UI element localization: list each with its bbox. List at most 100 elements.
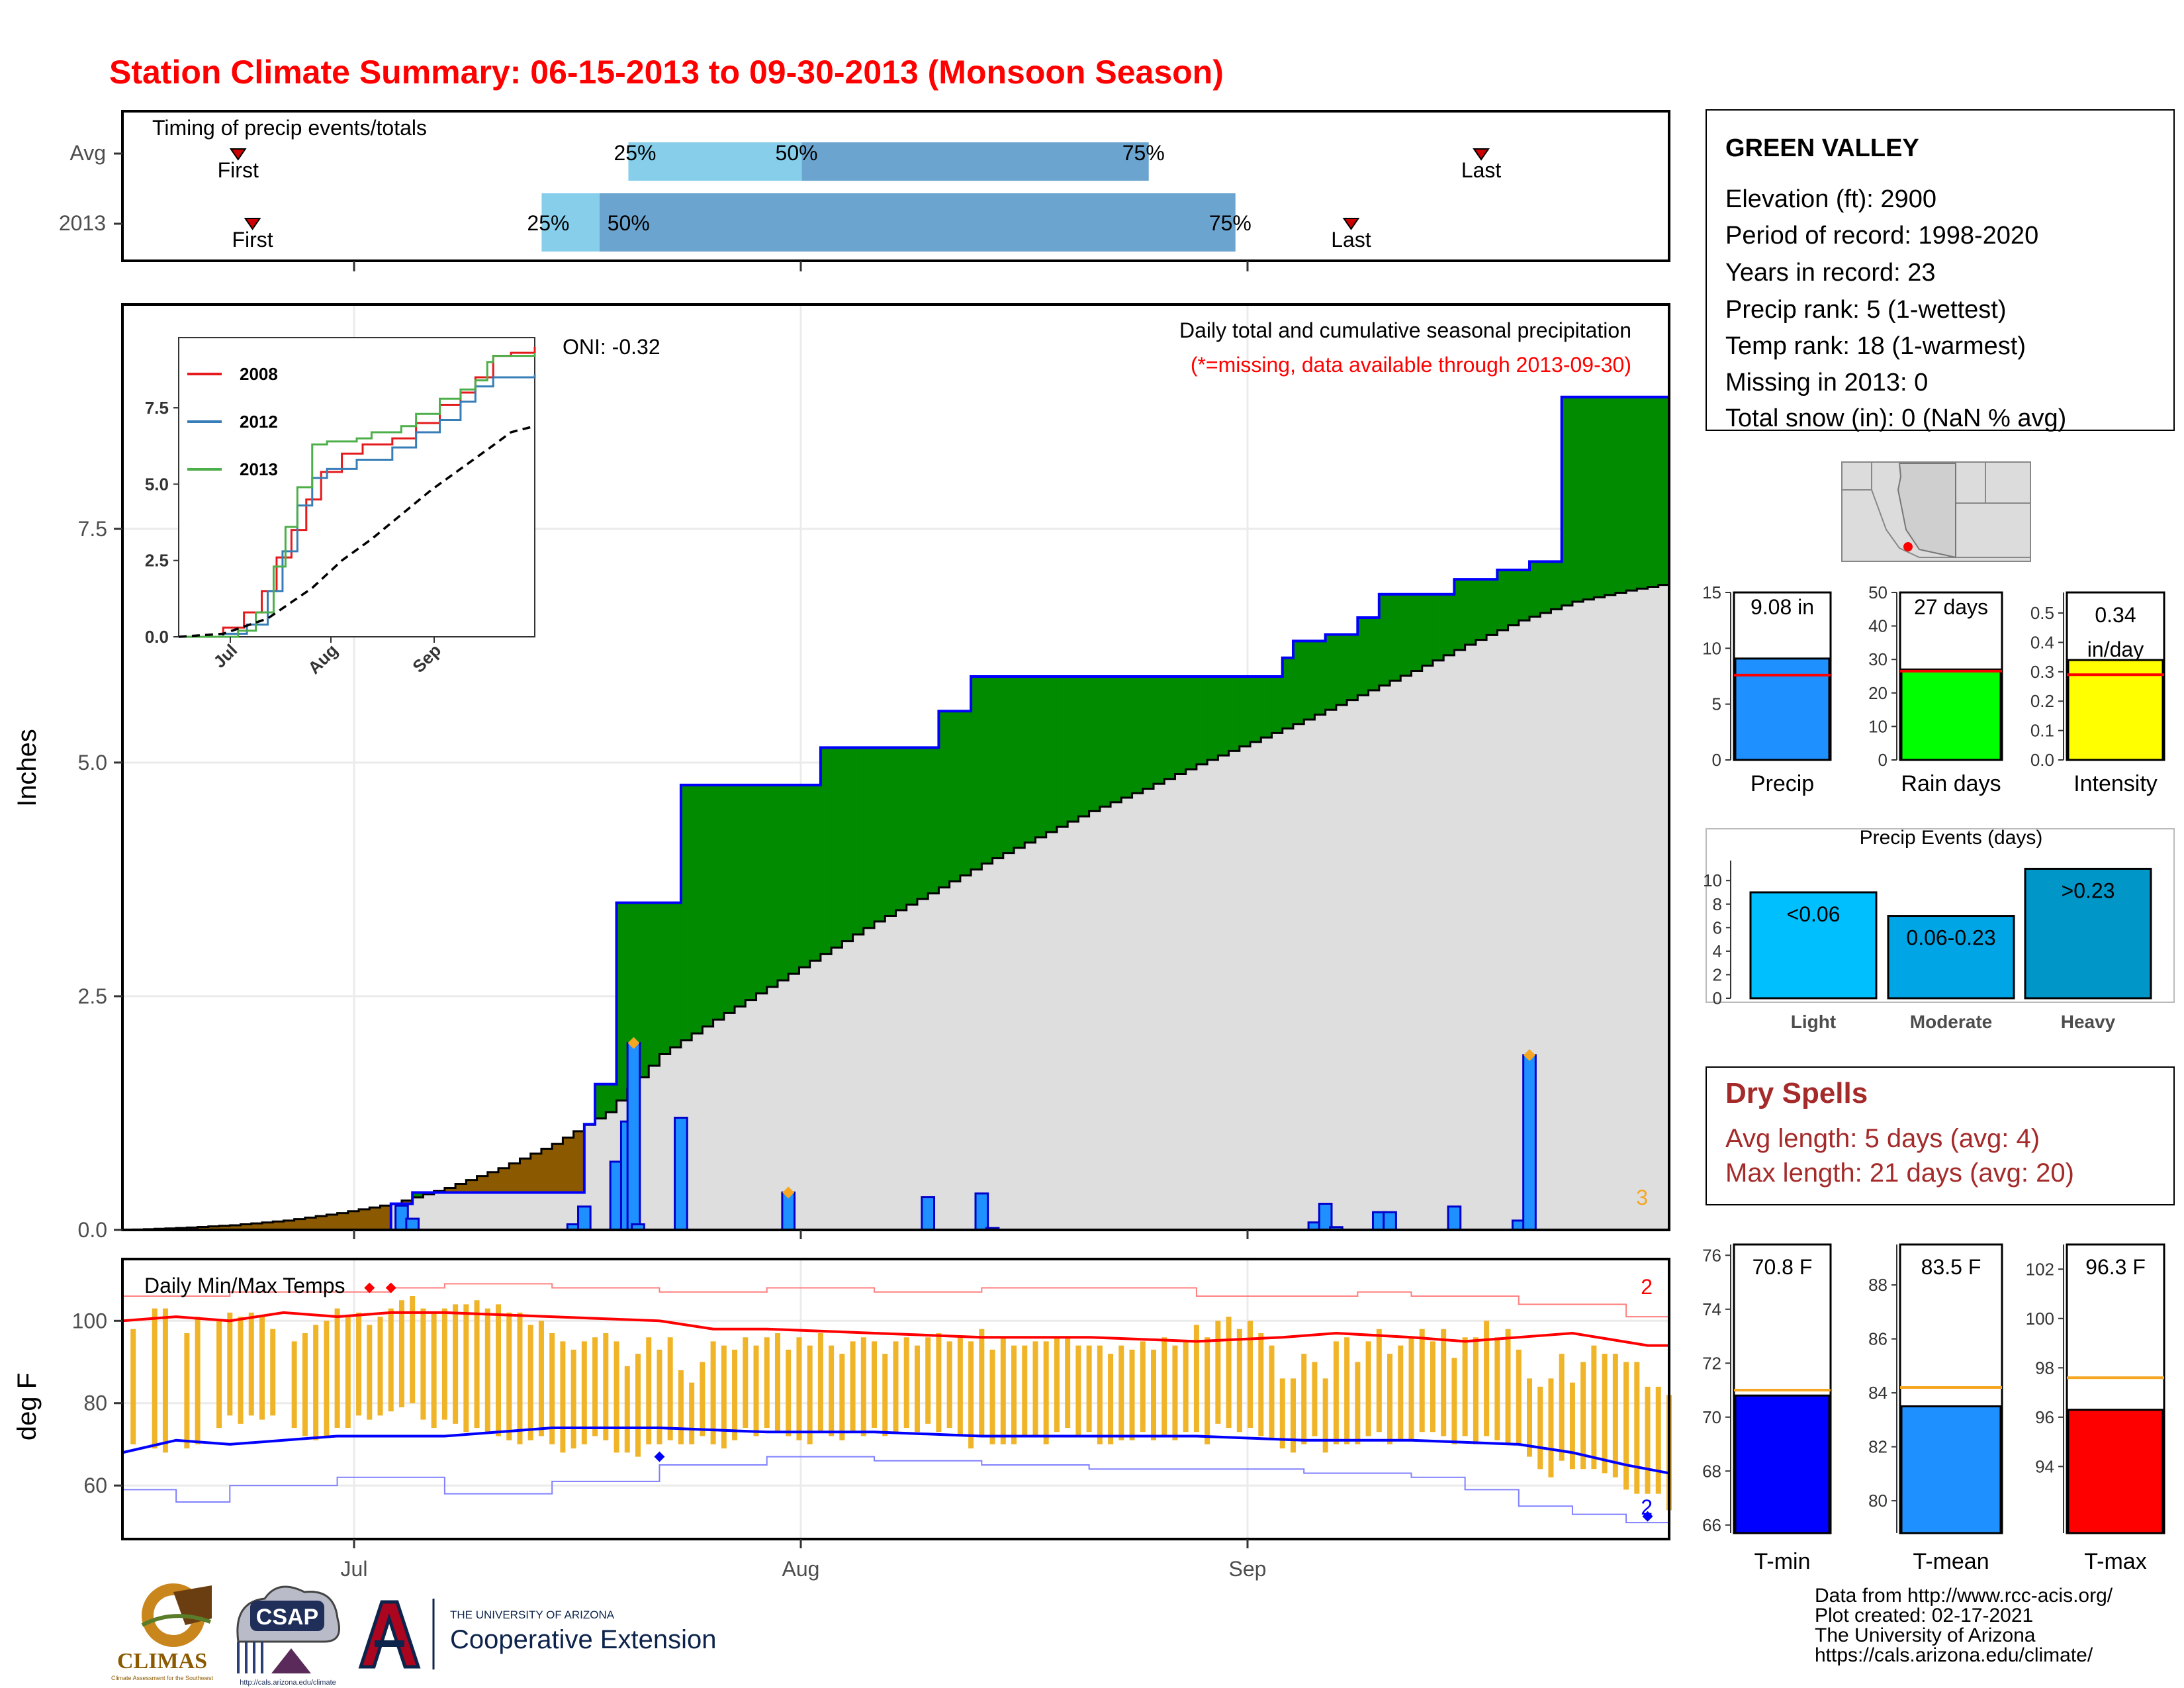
rain-days-y-tick-label-3: 30: [1868, 649, 1888, 669]
t-mean-y-tick-label-3: 86: [1868, 1329, 1888, 1349]
extreme-precip-marker-2: [1524, 1049, 1536, 1061]
precip-events-title: Precip Events (days): [1860, 827, 2043, 849]
cumulative-departure-83: [1014, 677, 1025, 848]
temp-x-tick-label-2: Sep: [1229, 1557, 1267, 1581]
cumulative-departure-140: [1626, 397, 1637, 591]
precip-y-tick-label-1: 2.5: [78, 984, 107, 1008]
intensity-chart: 0.0 0.1 0.2 0.3 0.4 0.5 0.34 in/day Intensity: [2030, 591, 2165, 796]
t-min-y-tick-label-4: 74: [1702, 1299, 1721, 1319]
precip-y-axis-label: Inches: [13, 729, 42, 807]
t-min-y-tick-label-2: 70: [1702, 1407, 1721, 1427]
cumulative-departure-11: [240, 1224, 252, 1230]
t-max-y-tick-label-3: 100: [2026, 1309, 2054, 1329]
cumulative-departure-88: [1068, 677, 1079, 822]
cumulative-departure-78: [960, 711, 972, 876]
temp-y-tick-label-1: 80: [83, 1391, 107, 1415]
cumulative-departure-73: [906, 747, 918, 905]
cumulative-departure-114: [1347, 634, 1358, 700]
cumulative-departure-17: [304, 1217, 316, 1230]
cumulative-departure-58: [745, 784, 757, 1000]
daily-precip-bar-6: [626, 1042, 641, 1231]
csap-logo-rain: [237, 1642, 263, 1673]
timing-avg-p50-label: 50%: [776, 141, 818, 165]
cumulative-departure-129: [1508, 570, 1520, 626]
inset-legend-label-2012: 2012: [240, 412, 278, 432]
dry-spells-title: Dry Spells: [1725, 1077, 1868, 1109]
ua-logo-small-text: THE UNIVERSITY OF ARIZONA: [450, 1609, 615, 1621]
page-title: Station Climate Summary: 06-15-2013 to 0…: [109, 54, 1224, 91]
cumulative-departure-131: [1529, 561, 1541, 617]
cumulative-departure-136: [1583, 397, 1594, 600]
inset-y-tick-label-2: 5.0: [145, 474, 169, 494]
inset-series-2013: [179, 353, 536, 638]
rain-days-label: Rain days: [1901, 771, 2001, 796]
cumulative-departure-7: [197, 1227, 209, 1230]
cumulative-departure-111: [1314, 641, 1326, 715]
cumulative-departure-40: [552, 1144, 563, 1193]
t-min-y-tick-label-5: 76: [1702, 1245, 1721, 1265]
precip-events-bar-2: [2024, 867, 2152, 1000]
intensity-y-tick-label-2: 0.2: [2030, 691, 2054, 711]
cumulative-departure-84: [1024, 677, 1036, 843]
cumulative-departure-38: [530, 1153, 542, 1193]
precip-y-tick-label-0: 0: [1712, 750, 1721, 770]
cumulative-departure-49: [649, 902, 660, 1066]
timing-avg-lower-band: [628, 142, 802, 181]
inset-y-tick-label-1: 2.5: [145, 551, 169, 571]
cumulative-departure-71: [885, 747, 897, 916]
locator-map: [1841, 461, 2031, 562]
extreme-precip-marker-0: [627, 1037, 640, 1049]
timing-row-2013: 2013: [59, 211, 106, 235]
ua-logo: THE UNIVERSITY OF ARIZONA Cooperative Ex…: [358, 1599, 716, 1669]
cumulative-departure-72: [895, 747, 907, 911]
temp-y-ticks: 60 80 100: [72, 1309, 122, 1497]
precip-value-label: 9.08 in: [1751, 595, 1814, 619]
average-min-line: [122, 1427, 1670, 1475]
cumulative-departure-127: [1486, 579, 1498, 635]
temp-panel-label: Daily Min/Max Temps: [144, 1274, 345, 1297]
cumulative-departure-79: [971, 677, 982, 870]
precip-events-chart: Precip Events (days) 0 2 4 6 8 10 <0.06 Light 0.…: [1703, 827, 2175, 1032]
cumulative-departure-121: [1422, 594, 1433, 666]
inset-legend: 2008 2012 2013: [187, 364, 278, 479]
summary-bar-charts: 0 5 10 15 9.08 in Precip 0 10 20 30 40 50 27 days Rai…: [1702, 583, 2165, 796]
cumulative-departure-125: [1465, 579, 1477, 645]
csap-logo-text: CSAP: [256, 1605, 318, 1630]
record-low-marker-1: [1642, 1511, 1653, 1522]
daily-precip-bar-3: [577, 1205, 592, 1231]
intensity-y-tick-label-4: 0.4: [2030, 632, 2054, 652]
cumulative-departure-77: [949, 711, 961, 882]
daily-precip-bar-20: [1522, 1054, 1537, 1231]
intensity-value-bar: [2067, 659, 2164, 761]
t-min-y-tick-label-3: 72: [1702, 1353, 1721, 1373]
t-mean-y-tick-label-4: 88: [1868, 1275, 1888, 1295]
precip-panel: Inches 0.0 2.5 5.0 7.5 ONI: -0.32 Daily tot…: [13, 303, 1670, 1242]
cumulative-departure-87: [1056, 677, 1068, 827]
precip-events-plot: 0 2 4 6 8 10 <0.06 Light 0.06-0.23 Moderate >0.23 H…: [1703, 861, 2152, 1032]
cumulative-departure-76: [938, 711, 950, 888]
intensity-y-tick-label-5: 0.5: [2030, 603, 2054, 623]
rain-days-value-bar: [1900, 668, 2002, 761]
average-max-line: [122, 1311, 1669, 1347]
cumulative-departure-33: [477, 1176, 488, 1193]
cumulative-departure-135: [1572, 397, 1584, 602]
cumulative-departure-96: [1154, 677, 1165, 784]
timing-y2013-last-label: Last: [1331, 228, 1371, 252]
t-max-y-tick-label-2: 98: [2035, 1358, 2054, 1378]
credit-url: https://cals.arizona.edu/climate/: [1815, 1644, 2093, 1666]
oni-value: ONI: -0.32: [563, 335, 660, 359]
cumulative-departure-21: [347, 1211, 359, 1230]
cumulative-departure-105: [1250, 677, 1261, 742]
cumulative-departure-133: [1551, 561, 1563, 610]
temp-y-tick-label-2: 100: [72, 1309, 107, 1333]
t-min-y-tick-label-0: 66: [1702, 1515, 1721, 1535]
t-max-value-label: 96.3 F: [2085, 1255, 2146, 1279]
cumulative-departure-13: [261, 1222, 273, 1230]
temp-frame: [121, 1258, 1670, 1540]
daily-precip-bar-8: [674, 1117, 688, 1231]
intensity-label: Intensity: [2073, 771, 2158, 796]
cumulative-departure-90: [1089, 677, 1101, 812]
cumulative-departure-50: [659, 902, 671, 1055]
cumulative-departure-10: [230, 1225, 242, 1230]
